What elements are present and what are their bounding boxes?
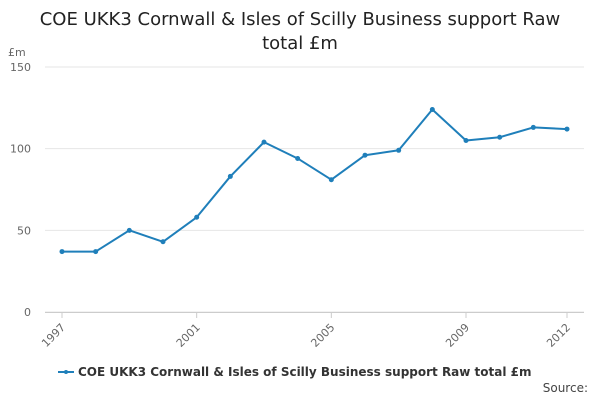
data-point bbox=[93, 249, 99, 255]
y-axis: 0 50 100 150 £m bbox=[8, 46, 31, 319]
legend-label: COE UKK3 Cornwall & Isles of Scilly Busi… bbox=[78, 365, 532, 379]
data-point bbox=[463, 138, 469, 143]
x-tick-label: 2005 bbox=[308, 321, 337, 350]
gridlines bbox=[45, 66, 584, 313]
series-group bbox=[59, 106, 570, 255]
y-axis-label: £m bbox=[8, 46, 26, 59]
data-point bbox=[126, 227, 132, 233]
data-point bbox=[160, 239, 166, 245]
chart-title-line-2: total £m bbox=[262, 33, 338, 54]
data-point bbox=[59, 249, 65, 255]
x-tick-label: 2001 bbox=[174, 321, 203, 350]
x-axis: 1997 2001 2005 2009 2012 bbox=[39, 312, 584, 350]
data-point bbox=[564, 126, 570, 132]
y-tick-label: 50 bbox=[17, 224, 31, 237]
data-point bbox=[362, 152, 368, 158]
x-tick-label: 2009 bbox=[443, 321, 472, 350]
data-point bbox=[295, 155, 301, 161]
legend-line-marker-icon bbox=[58, 367, 74, 377]
x-tick-label: 2012 bbox=[544, 321, 573, 350]
data-point bbox=[530, 124, 536, 130]
data-point bbox=[328, 177, 334, 183]
chart-title-line-1: COE UKK3 Cornwall & Isles of Scilly Busi… bbox=[39, 9, 561, 30]
legend[interactable]: COE UKK3 Cornwall & Isles of Scilly Busi… bbox=[58, 365, 532, 379]
y-tick-label: 150 bbox=[10, 61, 31, 74]
source-credit[interactable]: Source: bbox=[542, 381, 588, 395]
data-point bbox=[396, 147, 402, 153]
data-point bbox=[261, 139, 267, 145]
series-line bbox=[62, 108, 568, 253]
x-tick-label: 1997 bbox=[39, 321, 68, 350]
y-tick-label: 0 bbox=[24, 306, 31, 319]
data-point bbox=[429, 106, 435, 112]
data-point bbox=[227, 173, 233, 179]
data-point bbox=[194, 214, 200, 220]
chart-title: COE UKK3 Cornwall & Isles of Scilly Busi… bbox=[0, 8, 600, 56]
data-point bbox=[497, 134, 503, 140]
y-tick-label: 100 bbox=[10, 143, 31, 156]
